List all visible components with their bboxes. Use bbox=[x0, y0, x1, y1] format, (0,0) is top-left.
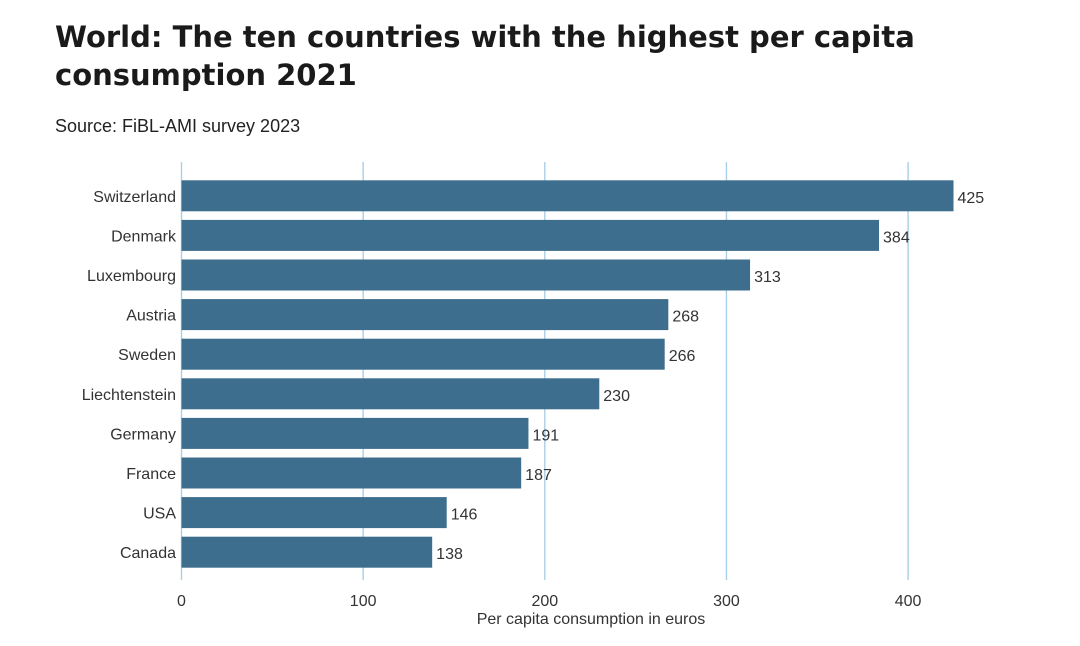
bar-france bbox=[181, 457, 522, 489]
labels: 0 100 200 300 400 Switzerland 425 Denmark 384 Lux… bbox=[82, 189, 985, 610]
x-tick-label-100: 100 bbox=[350, 593, 377, 610]
category-label-liechtenstein: Liechtenstein bbox=[82, 387, 176, 404]
x-tick-label-0: 0 bbox=[177, 593, 186, 610]
value-label-austria: 268 bbox=[672, 309, 699, 326]
bar-canada bbox=[181, 536, 433, 568]
category-label-germany: Germany bbox=[110, 426, 176, 443]
value-label-france: 187 bbox=[525, 467, 552, 484]
bar-sweden bbox=[181, 338, 665, 370]
bar-germany bbox=[181, 417, 529, 449]
value-label-luxembourg: 313 bbox=[754, 269, 781, 286]
value-label-canada: 138 bbox=[436, 546, 463, 563]
bar-luxembourg bbox=[181, 259, 751, 291]
category-label-canada: Canada bbox=[120, 545, 176, 562]
value-label-switzerland: 425 bbox=[958, 190, 985, 207]
bar-liechtenstein bbox=[181, 378, 600, 410]
x-tick-label-400: 400 bbox=[895, 593, 922, 610]
value-label-usa: 146 bbox=[451, 507, 478, 524]
category-label-france: France bbox=[126, 466, 176, 483]
category-label-switzerland: Switzerland bbox=[93, 189, 176, 206]
value-label-denmark: 384 bbox=[883, 229, 910, 246]
category-label-luxembourg: Luxembourg bbox=[87, 268, 176, 285]
category-label-denmark: Denmark bbox=[111, 228, 177, 245]
value-label-sweden: 266 bbox=[669, 348, 696, 365]
chart-subtitle: Source: FiBL-AMI survey 2023 bbox=[55, 116, 301, 136]
x-axis-title: Per capita consumption in euros bbox=[477, 611, 706, 628]
x-tick-label-200: 200 bbox=[531, 593, 558, 610]
bar-usa bbox=[181, 497, 447, 529]
category-label-usa: USA bbox=[143, 506, 176, 523]
category-label-austria: Austria bbox=[126, 308, 176, 325]
category-label-sweden: Sweden bbox=[118, 347, 176, 364]
value-label-germany: 191 bbox=[532, 427, 559, 444]
x-tick-label-300: 300 bbox=[713, 593, 740, 610]
bars bbox=[181, 180, 954, 568]
bar-austria bbox=[181, 299, 669, 331]
bar-denmark bbox=[181, 219, 880, 251]
bar-switzerland bbox=[181, 180, 954, 212]
chart-title: World: The ten countries with the highes… bbox=[55, 20, 915, 92]
value-label-liechtenstein: 230 bbox=[603, 388, 630, 405]
